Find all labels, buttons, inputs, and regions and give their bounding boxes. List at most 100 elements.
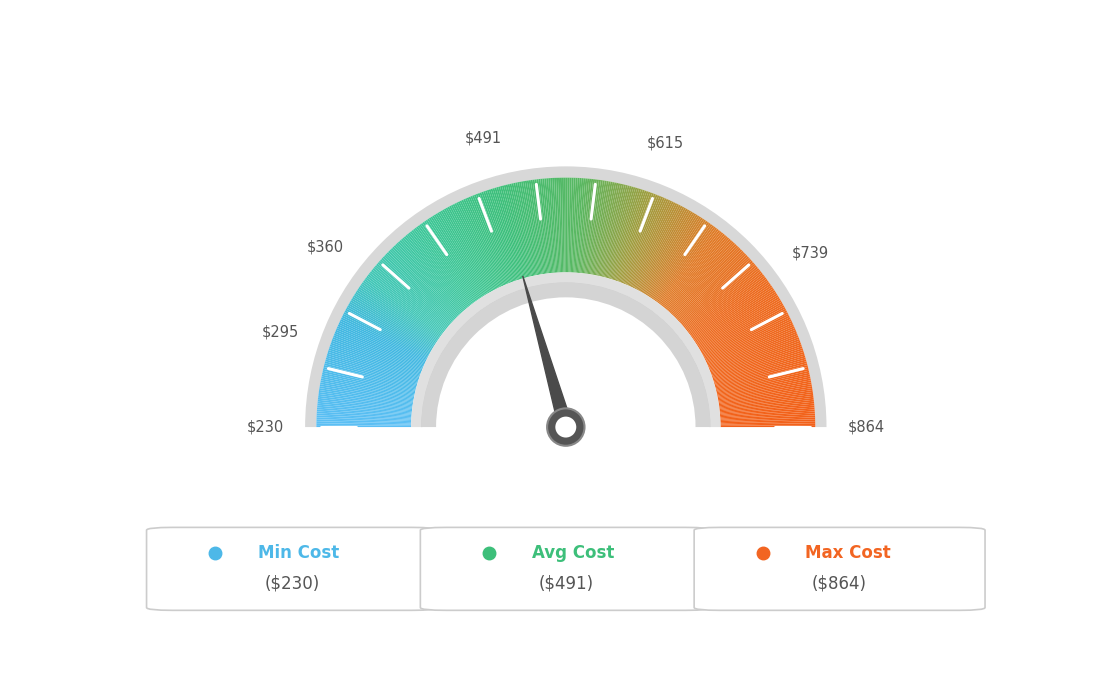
Wedge shape [370, 271, 445, 331]
Wedge shape [330, 344, 420, 377]
Wedge shape [666, 237, 730, 310]
Wedge shape [537, 179, 549, 273]
Wedge shape [325, 363, 416, 388]
Text: $864: $864 [848, 420, 885, 435]
Wedge shape [509, 184, 532, 277]
Wedge shape [381, 258, 453, 323]
Wedge shape [342, 314, 428, 358]
Wedge shape [641, 209, 689, 293]
Wedge shape [404, 236, 466, 309]
Wedge shape [720, 404, 815, 414]
Wedge shape [470, 196, 508, 284]
Wedge shape [713, 350, 804, 380]
Wedge shape [569, 177, 572, 273]
Wedge shape [715, 363, 807, 388]
Circle shape [555, 417, 576, 437]
Wedge shape [707, 323, 793, 364]
Wedge shape [421, 282, 711, 427]
Wedge shape [523, 181, 540, 275]
Wedge shape [676, 250, 744, 319]
Wedge shape [358, 288, 437, 342]
Wedge shape [539, 179, 550, 273]
Wedge shape [719, 388, 813, 404]
Wedge shape [317, 421, 411, 424]
Wedge shape [372, 268, 447, 329]
Wedge shape [392, 246, 459, 316]
Wedge shape [335, 332, 423, 369]
Wedge shape [384, 255, 454, 321]
Wedge shape [459, 201, 501, 287]
Wedge shape [709, 330, 796, 368]
Wedge shape [453, 204, 497, 289]
Wedge shape [336, 330, 423, 368]
Wedge shape [693, 285, 772, 340]
Wedge shape [344, 310, 429, 356]
Wedge shape [421, 282, 711, 427]
Wedge shape [680, 259, 752, 324]
Wedge shape [562, 177, 564, 273]
Wedge shape [321, 375, 415, 395]
Wedge shape [661, 231, 722, 306]
Wedge shape [593, 181, 611, 275]
Wedge shape [414, 228, 473, 304]
Wedge shape [438, 211, 488, 294]
Wedge shape [406, 234, 468, 308]
Wedge shape [609, 188, 637, 279]
Wedge shape [718, 378, 810, 398]
Wedge shape [664, 234, 725, 308]
Wedge shape [659, 228, 718, 304]
Wedge shape [322, 369, 415, 392]
Wedge shape [583, 179, 595, 273]
Wedge shape [712, 348, 803, 380]
Text: $360: $360 [307, 239, 344, 254]
Wedge shape [405, 235, 467, 308]
Wedge shape [612, 188, 641, 279]
Wedge shape [391, 248, 458, 317]
Wedge shape [716, 369, 809, 392]
Text: $230: $230 [246, 420, 284, 435]
Wedge shape [421, 223, 477, 302]
Wedge shape [467, 197, 506, 285]
Wedge shape [719, 394, 814, 408]
Wedge shape [496, 187, 523, 279]
Wedge shape [720, 397, 814, 410]
Wedge shape [327, 354, 418, 383]
Wedge shape [352, 297, 434, 347]
Wedge shape [710, 335, 798, 371]
Wedge shape [400, 240, 464, 312]
Wedge shape [623, 195, 659, 284]
Wedge shape [721, 421, 815, 424]
Wedge shape [635, 204, 679, 289]
Wedge shape [715, 365, 808, 390]
Wedge shape [711, 341, 800, 375]
Wedge shape [333, 333, 423, 370]
Wedge shape [684, 268, 760, 329]
Wedge shape [705, 319, 792, 361]
Wedge shape [434, 215, 485, 296]
Wedge shape [427, 219, 481, 299]
Wedge shape [643, 210, 691, 293]
Text: Avg Cost: Avg Cost [532, 544, 614, 562]
Wedge shape [317, 415, 412, 421]
Text: $295: $295 [262, 324, 299, 339]
Wedge shape [711, 339, 800, 373]
Text: Min Cost: Min Cost [257, 544, 339, 562]
Wedge shape [667, 239, 731, 311]
Wedge shape [456, 202, 499, 288]
Wedge shape [603, 185, 628, 277]
Wedge shape [554, 178, 560, 273]
Wedge shape [678, 255, 747, 321]
Wedge shape [394, 245, 460, 315]
Wedge shape [323, 365, 416, 390]
Wedge shape [319, 392, 413, 406]
Wedge shape [476, 194, 511, 283]
Wedge shape [604, 186, 629, 277]
Wedge shape [326, 357, 417, 385]
Wedge shape [570, 177, 574, 273]
Wedge shape [697, 293, 777, 345]
Wedge shape [721, 423, 815, 426]
Wedge shape [317, 409, 412, 417]
Wedge shape [490, 188, 520, 279]
Wedge shape [317, 408, 412, 416]
Wedge shape [371, 270, 446, 331]
